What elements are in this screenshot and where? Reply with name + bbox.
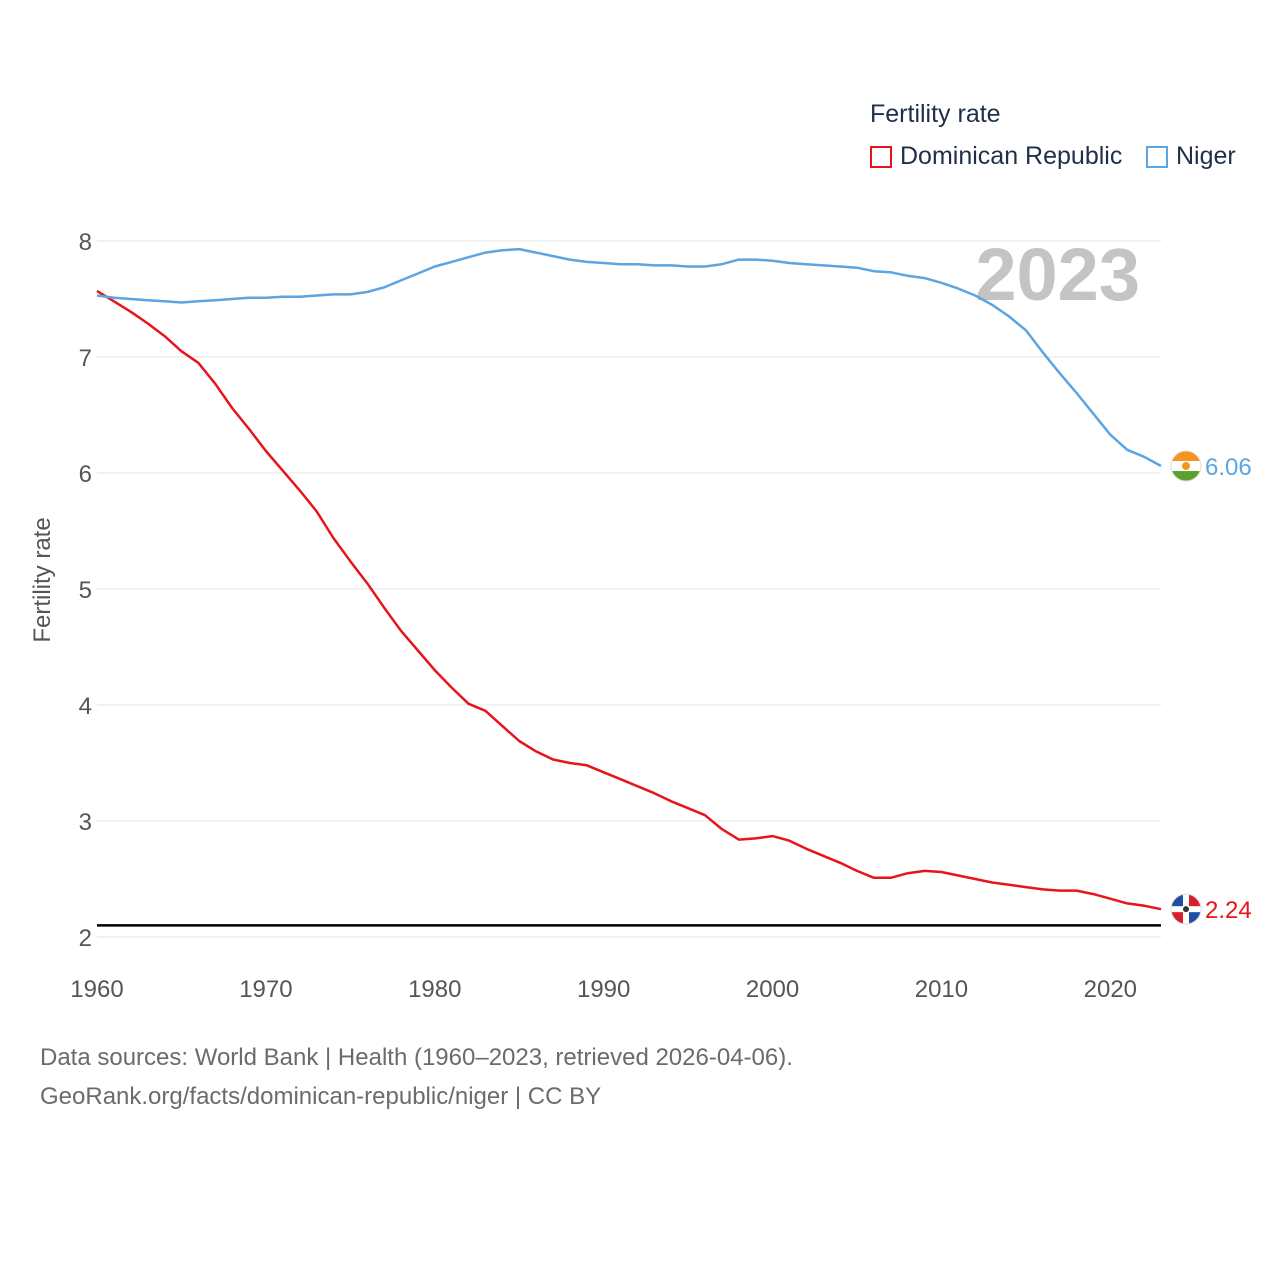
y-tick-label: 8 — [79, 229, 92, 256]
y-tick-label: 6 — [79, 461, 92, 488]
series-end-markers: 2.24 6.06 — [1170, 450, 1252, 925]
end-label-niger: 6.06 — [1205, 454, 1252, 481]
y-tick-label: 7 — [79, 345, 92, 372]
y-axis-label: Fertility rate — [29, 517, 56, 642]
legend-label-dominican-republic: Dominican Republic — [900, 142, 1123, 170]
y-tick-label: 4 — [79, 693, 92, 720]
end-label-dominican-republic: 2.24 — [1205, 897, 1252, 924]
footer-source-link[interactable]: GeoRank.org/facts/dominican-republic/nig… — [40, 1083, 602, 1110]
grid-lines — [97, 240, 1161, 938]
flag-icon-niger — [1170, 450, 1202, 482]
legend-swatch-dominican-republic — [870, 145, 892, 168]
legend-title: Fertility rate — [870, 100, 1001, 128]
y-tick-label: 3 — [79, 809, 92, 836]
flag-icon-dominican-republic — [1170, 893, 1202, 925]
legend-item-niger[interactable]: Niger — [1146, 142, 1236, 171]
series-line-niger[interactable] — [96, 247, 1162, 468]
legend-swatch-niger — [1146, 145, 1168, 168]
legend-item-dominican-republic[interactable]: Dominican Republic — [870, 142, 1122, 171]
x-tick-label: 1990 — [577, 976, 630, 1003]
x-tick-label: 1980 — [408, 976, 461, 1003]
year-watermark: 2023 — [975, 233, 1140, 316]
x-tick-label: 2000 — [746, 976, 799, 1003]
y-tick-label: 5 — [79, 577, 92, 604]
x-tick-label: 1960 — [70, 976, 123, 1003]
x-tick-label: 1970 — [239, 976, 292, 1003]
footer-data-sources: Data sources: World Bank | Health (1960–… — [40, 1044, 793, 1071]
x-tick-label: 2010 — [915, 976, 968, 1003]
legend-label-niger: Niger — [1176, 142, 1236, 170]
series-line-dominican-republic[interactable] — [96, 289, 1162, 911]
y-axis-ticks: 2 3 4 5 6 7 8 — [79, 229, 92, 952]
y-tick-label: 2 — [79, 925, 92, 952]
x-axis-ticks: 1960 1970 1980 1990 2000 2010 2020 — [70, 976, 1137, 1003]
series-lines — [96, 247, 1162, 911]
x-tick-label: 2020 — [1084, 976, 1137, 1003]
